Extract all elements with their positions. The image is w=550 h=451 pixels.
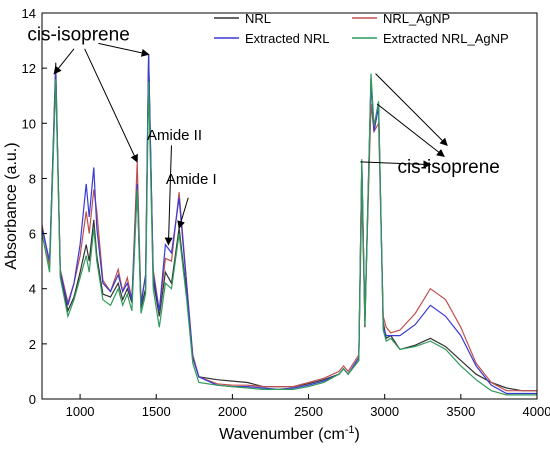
series-line-2 — [42, 65, 537, 392]
legend-label: NRL — [245, 11, 271, 26]
annotation-arrow — [84, 48, 138, 163]
annotation-arrow — [360, 160, 432, 169]
y-tick-label: 6 — [29, 227, 36, 242]
y-tick-label: 14 — [22, 6, 36, 21]
y-tick-label: 0 — [29, 392, 36, 407]
axes: 1000 1500 2000 2500 3000 3500 4000 0 2 4 6 8 10 12 14 — [22, 6, 550, 419]
x-tick-label: 1500 — [142, 404, 171, 419]
annotation-label: Amide II — [147, 127, 202, 144]
x-axis-title: Wavenumber (cm-1) — [219, 424, 360, 443]
x-tick-label: 1000 — [66, 404, 95, 419]
annotation-arrow — [98, 42, 150, 57]
plot-frame — [41, 12, 538, 400]
series-line-3 — [42, 54, 537, 395]
annotation-arrow — [375, 73, 448, 147]
annotation-label: cis-isoprene — [397, 157, 499, 178]
x-tick-label: 3000 — [370, 404, 399, 419]
x-axis-title-superscript: -1 — [345, 424, 355, 436]
x-tick-label: 3500 — [446, 404, 475, 419]
annotation-arrow — [164, 145, 173, 246]
annotation-arrow — [53, 48, 75, 75]
x-tick-label: 2000 — [218, 404, 247, 419]
annotation-label: cis-isoprene — [27, 25, 129, 46]
series-line-4 — [42, 73, 537, 396]
x-tick-label: 4000 — [523, 404, 550, 419]
y-tick-label: 4 — [29, 282, 36, 297]
legend: NRL NRL_AgNP Extracted NRL Extracted NRL_Ag… — [214, 11, 509, 46]
annotation-arrow — [376, 103, 445, 157]
legend-label: Extracted NRL_AgNP — [383, 31, 509, 46]
y-tick-label: 8 — [29, 171, 36, 186]
plot-area — [42, 54, 537, 396]
legend-label: NRL_AgNP — [383, 11, 450, 26]
legend-label: Extracted NRL — [245, 31, 330, 46]
annotations: cis-isoprene Amide II Amide I cis-isoprene — [27, 25, 500, 246]
y-tick-label: 2 — [29, 337, 36, 352]
annotation-label: Amide I — [166, 171, 217, 188]
y-tick-label: 12 — [22, 61, 36, 76]
annotation-arrow — [177, 197, 189, 230]
x-axis-title-end: ) — [355, 426, 360, 443]
y-axis-title: Absorbance (a.u.) — [3, 142, 20, 269]
y-tick-label: 10 — [22, 116, 36, 131]
x-tick-label: 2500 — [294, 404, 323, 419]
